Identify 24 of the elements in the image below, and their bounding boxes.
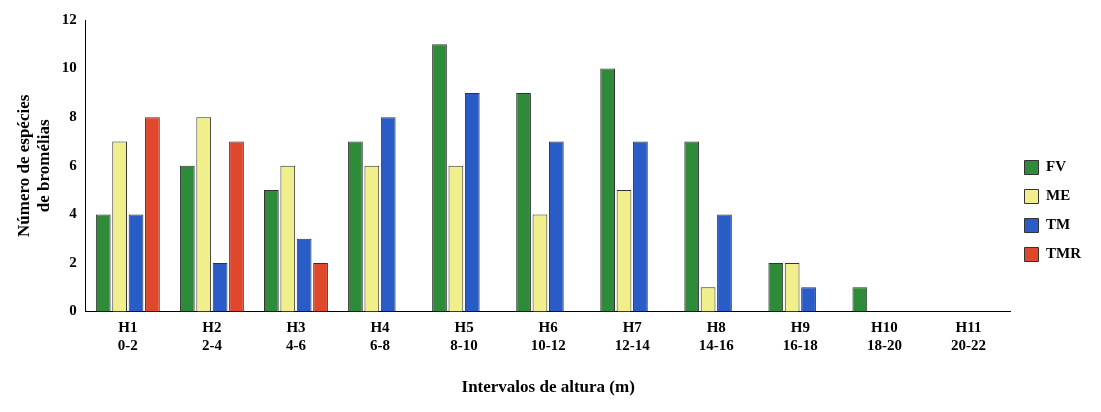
- x-tick-label: H5 8-10: [450, 319, 478, 354]
- legend-label: TM: [1046, 216, 1071, 233]
- x-tick-label: H2 2-4: [201, 319, 223, 354]
- x-tick-label: H6 10-12: [530, 319, 566, 354]
- x-axis-title: Intervalos de altura (m): [461, 377, 635, 397]
- x-tick-label: H9 16-18: [782, 319, 818, 354]
- x-tick-label: H1 0-2: [117, 319, 138, 354]
- x-tick-label: H11 20-22: [950, 319, 986, 354]
- y-tick-label: 8: [69, 108, 77, 125]
- x-tick-label: H10 18-20: [866, 319, 902, 354]
- y-tick-label: 12: [61, 10, 77, 27]
- x-tick-label: H3 4-6: [285, 319, 307, 354]
- legend-label: TMR: [1046, 245, 1082, 262]
- y-tick-label: 6: [69, 156, 78, 173]
- x-tick-label: H8 14-16: [698, 319, 735, 354]
- y-tick-label: 10: [61, 59, 77, 76]
- y-tick-label: 4: [69, 205, 78, 222]
- y-axis-title: Número de espécies de bromélias: [13, 94, 53, 237]
- legend-label: FV: [1046, 158, 1067, 175]
- x-tick-label: H7 12-14: [614, 319, 651, 354]
- x-tick-label: H4 6-8: [370, 319, 391, 354]
- y-tick-label: 2: [69, 253, 77, 270]
- y-tick-label: 0: [69, 302, 77, 319]
- legend-label: ME: [1046, 187, 1071, 204]
